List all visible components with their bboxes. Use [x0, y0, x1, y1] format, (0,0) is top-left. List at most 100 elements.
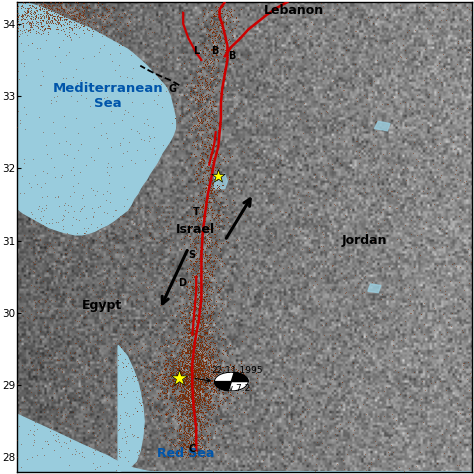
Point: [410, 330, 418, 337]
Point: [181, 372, 189, 379]
Point: [200, 346, 208, 354]
Point: [154, 72, 162, 80]
Point: [181, 398, 189, 405]
Point: [198, 155, 205, 163]
Point: [174, 448, 182, 456]
Point: [233, 316, 240, 323]
Point: [215, 23, 222, 31]
Point: [198, 191, 205, 199]
Point: [191, 372, 199, 380]
Point: [205, 330, 212, 337]
Point: [140, 274, 147, 282]
Point: [175, 392, 182, 400]
Point: [80, 0, 88, 7]
Point: [303, 405, 311, 412]
Point: [182, 431, 190, 439]
Point: [228, 31, 236, 39]
Point: [178, 380, 186, 388]
Point: [189, 251, 196, 258]
Point: [200, 10, 208, 18]
Point: [181, 448, 188, 456]
Point: [187, 372, 195, 380]
Point: [52, 21, 60, 28]
Point: [185, 386, 193, 393]
Point: [185, 371, 192, 379]
Point: [124, 316, 132, 324]
Point: [40, 406, 48, 413]
Point: [99, 23, 106, 30]
Point: [189, 329, 196, 337]
Point: [32, 3, 39, 11]
Point: [182, 411, 189, 419]
Point: [321, 257, 329, 264]
Point: [323, 109, 331, 116]
Point: [197, 115, 205, 122]
Point: [288, 264, 296, 272]
Point: [198, 421, 205, 428]
Point: [57, 4, 65, 11]
Point: [192, 360, 200, 368]
Point: [144, 373, 151, 381]
Point: [193, 361, 201, 368]
Point: [191, 384, 199, 392]
Point: [82, 249, 90, 257]
Point: [199, 229, 207, 237]
Point: [174, 374, 182, 382]
Point: [199, 175, 206, 182]
Point: [192, 310, 200, 318]
Point: [231, 369, 238, 377]
Point: [401, 318, 409, 325]
Point: [36, 214, 44, 222]
Point: [61, 390, 69, 398]
Point: [201, 253, 209, 260]
Point: [339, 86, 347, 94]
Point: [206, 186, 214, 193]
Point: [178, 349, 186, 357]
Point: [228, 25, 236, 33]
Point: [209, 184, 216, 192]
Point: [159, 377, 166, 384]
Point: [369, 19, 377, 27]
Point: [200, 374, 208, 382]
Point: [173, 375, 181, 383]
Point: [337, 159, 344, 167]
Point: [18, 59, 25, 67]
Point: [196, 342, 204, 349]
Point: [216, 36, 223, 43]
Point: [456, 438, 464, 446]
Point: [223, 87, 230, 95]
Point: [30, 9, 37, 16]
Point: [40, 12, 48, 20]
Point: [197, 26, 205, 33]
Point: [72, 12, 80, 19]
Point: [279, 378, 286, 385]
Text: 22.11.1995: 22.11.1995: [212, 366, 263, 375]
Point: [448, 309, 456, 316]
Point: [160, 209, 167, 216]
Point: [202, 419, 210, 427]
Point: [5, 11, 12, 18]
Point: [215, 44, 222, 52]
Point: [193, 90, 201, 98]
Point: [332, 435, 340, 443]
Point: [191, 374, 199, 382]
Point: [317, 308, 324, 316]
Point: [176, 280, 184, 288]
Point: [194, 169, 201, 177]
Point: [135, 290, 142, 298]
Point: [215, 133, 223, 140]
Point: [209, 171, 216, 178]
Point: [67, 400, 74, 407]
Point: [186, 370, 194, 378]
Point: [440, 64, 448, 72]
Point: [195, 350, 203, 357]
Point: [210, 28, 217, 36]
Point: [185, 326, 192, 334]
Point: [225, 36, 232, 44]
Point: [227, 154, 234, 161]
Point: [115, 447, 123, 455]
Point: [447, 277, 454, 285]
Point: [192, 384, 200, 392]
Point: [175, 445, 182, 453]
Point: [434, 165, 441, 173]
